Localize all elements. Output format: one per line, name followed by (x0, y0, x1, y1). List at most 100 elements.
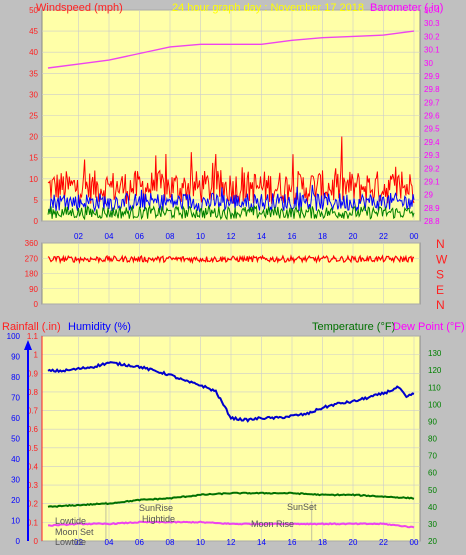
temperature-axis-tick: 30 (428, 520, 437, 529)
humidity-axis-title: Humidity (%) (68, 321, 131, 333)
wind-axis-tick: 50 (29, 6, 38, 15)
humidity-axis-tick: 50 (11, 435, 20, 444)
wind-x-tick: 12 (227, 232, 236, 241)
lower-x-tick: 00 (410, 538, 419, 547)
sunset-label: SunSet (287, 502, 317, 512)
wind-axis-tick: 40 (29, 48, 38, 57)
temperature-axis-tick: 110 (428, 383, 441, 392)
rainfall-axis-tick: 1.1 (27, 332, 39, 341)
rainfall-axis-tick: 0.7 (27, 407, 39, 416)
wind-axis-tick: 30 (29, 90, 38, 99)
barometer-axis-tick: 29 (424, 191, 433, 200)
lower-x-tick: 18 (318, 538, 327, 547)
humidity-axis-tick: 30 (11, 476, 20, 485)
rainfall-axis-tick: 1 (34, 351, 39, 360)
barometer-series (47, 30, 415, 69)
sunrise-label: SunRise (139, 503, 173, 513)
wind-x-tick: 10 (196, 232, 205, 241)
barometer-axis-tick: 29.5 (424, 125, 440, 134)
lower-x-tick: 02 (74, 538, 83, 547)
barometer-axis-tick: 29.8 (424, 85, 440, 94)
wind-x-tick: 08 (166, 232, 175, 241)
rainfall-axis-tick: 0.8 (27, 388, 39, 397)
rainfall-axis-title: Rainfall (.in) (2, 321, 61, 333)
temperature-axis-tick: 80 (428, 435, 437, 444)
wind-axis-tick: 15 (29, 154, 38, 163)
graph-date-title: 24 hour graph day : November 17 2018 (172, 2, 364, 14)
humidity-axis-tick: 80 (11, 373, 20, 382)
barometer-axis-title: Barometer (.in) (370, 2, 443, 14)
wind-direction-series (47, 254, 415, 265)
wind-low-series (47, 204, 415, 221)
wind-axis-tick: 10 (29, 175, 38, 184)
lower-x-tick: 14 (257, 538, 266, 547)
lower-x-tick: 08 (166, 538, 175, 547)
lower-x-tick: 10 (196, 538, 205, 547)
humidity-axis-arrow (24, 340, 32, 350)
rainfall-axis-tick: 0 (34, 537, 39, 546)
humidity-axis-tick: 60 (11, 414, 20, 423)
temperature-series (47, 491, 415, 508)
barometer-axis-tick: 29.9 (424, 72, 440, 81)
direction-compass-label: N (436, 298, 445, 312)
temperature-axis-tick: 120 (428, 366, 442, 375)
barometer-axis-tick: 30.1 (424, 46, 440, 55)
barometer-axis-tick: 29.2 (424, 164, 440, 173)
direction-axis-tick: 270 (25, 254, 39, 263)
wind-gust-series (47, 136, 415, 205)
barometer-axis-tick: 29.3 (424, 151, 440, 160)
rainfall-axis-tick: 0.1 (27, 518, 39, 527)
lower-x-tick: 12 (227, 538, 236, 547)
humidity-axis-tick: 90 (11, 353, 20, 362)
rainfall-axis-tick: 0.2 (27, 500, 39, 509)
direction-axis-tick: 90 (29, 285, 38, 294)
wind-x-tick: 14 (257, 232, 266, 241)
temperature-axis-tick: 40 (428, 503, 437, 512)
lowtide-label: Lowtide (55, 516, 86, 526)
direction-compass-label: S (436, 268, 444, 282)
lower-x-tick: 06 (135, 538, 144, 547)
temperature-axis-tick: 50 (428, 486, 437, 495)
wind-axis-tick: 45 (29, 27, 38, 36)
barometer-axis-tick: 30 (424, 59, 433, 68)
wind-axis-tick: 25 (29, 112, 38, 121)
barometer-axis-tick: 29.4 (424, 138, 440, 147)
wind-x-tick: 00 (410, 232, 419, 241)
dewpoint-series (48, 520, 415, 529)
wind-x-tick: 04 (105, 232, 114, 241)
barometer-axis-tick: 30.4 (424, 6, 440, 15)
lower-x-tick: 22 (379, 538, 388, 547)
windspeed-axis-title: Windspeed (mph) (36, 2, 123, 14)
wind-x-tick: 02 (74, 232, 83, 241)
moonset-label: Moon Set (55, 527, 94, 537)
temperature-axis-tick: 70 (428, 452, 437, 461)
direction-axis-tick: 180 (25, 270, 39, 279)
lower-x-tick: 16 (288, 538, 297, 547)
lowtide-label-2: Lowtide (55, 537, 86, 547)
wind-x-tick: 18 (318, 232, 327, 241)
humidity-axis-tick: 10 (11, 517, 20, 526)
wind-x-tick: 20 (349, 232, 358, 241)
wind-axis-tick: 0 (34, 217, 39, 226)
direction-compass-label: W (436, 252, 448, 266)
moonrise-label: Moon Rise (251, 519, 294, 529)
barometer-axis-tick: 29.6 (424, 112, 440, 121)
barometer-axis-tick: 28.9 (424, 204, 440, 213)
wind-x-tick: 06 (135, 232, 144, 241)
temperature-axis-tick: 130 (428, 349, 442, 358)
humidity-axis-tick: 100 (7, 332, 21, 341)
temperature-axis-title: Temperature (°F) (312, 321, 395, 333)
lower-x-tick: 04 (105, 538, 114, 547)
barometer-axis-tick: 28.8 (424, 217, 440, 226)
temperature-axis-tick: 100 (428, 400, 442, 409)
humidity-axis-tick: 0 (16, 537, 21, 546)
barometer-axis-tick: 29.7 (424, 98, 440, 107)
humidity-axis-tick: 20 (11, 496, 20, 505)
humidity-axis-tick: 40 (11, 455, 20, 464)
barometer-axis-tick: 30.2 (424, 32, 440, 41)
rainfall-axis-tick: 0.6 (27, 425, 39, 434)
direction-compass-label: N (436, 237, 445, 251)
rainfall-axis-tick: 0.5 (27, 444, 39, 453)
wind-axis-tick: 20 (29, 133, 38, 142)
barometer-axis-tick: 30.3 (424, 19, 440, 28)
